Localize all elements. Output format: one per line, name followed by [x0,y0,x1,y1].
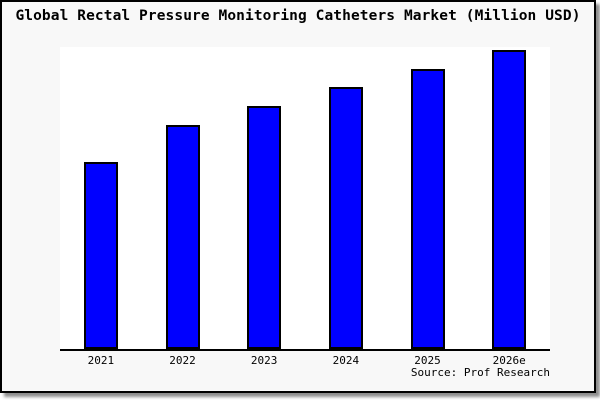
bars-container [60,47,550,349]
bar-2025 [410,69,445,349]
x-tick-label-2024: 2024 [332,354,360,367]
source-credit: Source: Prof Research [410,366,550,379]
bar-2024 [328,87,363,349]
bar-2023 [247,106,282,349]
chart-card: Global Rectal Pressure Monitoring Cathet… [0,0,596,393]
bar-slot-2021 [60,47,142,349]
x-tick-label-2026e: 2026e [492,354,526,367]
chart-title: Global Rectal Pressure Monitoring Cathet… [15,8,581,24]
x-tick-label-2025: 2025 [414,354,441,367]
bar-2026e [492,50,527,349]
bar-slot-2022 [142,47,224,349]
x-tick-label-2023: 2023 [250,354,278,367]
x-tick-label-2021: 2021 [87,354,115,367]
plot-area [60,47,550,351]
bar-slot-2026e [468,47,550,349]
bar-2021 [83,162,118,349]
bar-slot-2025 [387,47,469,349]
x-tick-label-2022: 2022 [169,354,196,367]
bar-slot-2023 [223,47,305,349]
bar-slot-2024 [305,47,387,349]
bar-2022 [165,125,200,349]
x-axis-labels: 2021 2022 2023 2024 2025 2026e [60,354,550,367]
